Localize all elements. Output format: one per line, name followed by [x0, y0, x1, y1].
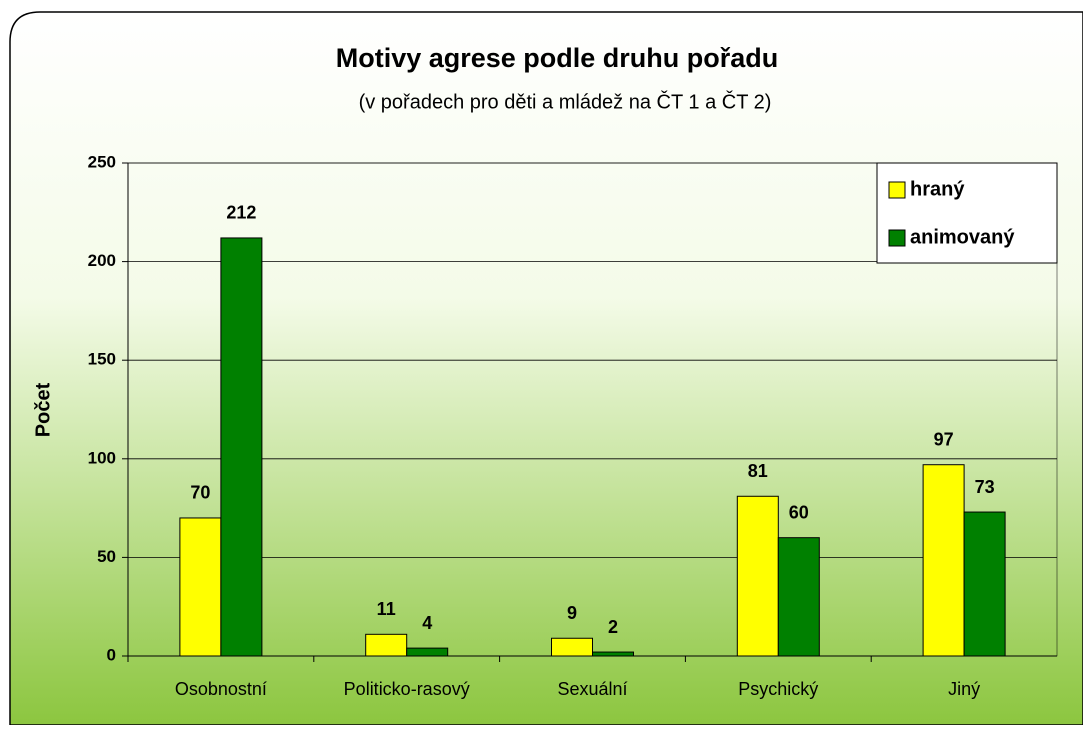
x-tick-label: Jiný	[948, 679, 980, 699]
data-label: 60	[789, 502, 809, 522]
chart-subtitle: (v pořadech pro děti a mládež na ČT 1 a …	[359, 90, 772, 113]
y-tick-label: 200	[88, 251, 116, 270]
y-tick-label: 50	[97, 547, 116, 566]
bar	[220, 237, 263, 657]
y-tick-label: 100	[88, 448, 116, 467]
bar	[551, 637, 593, 657]
chart-background	[9, 11, 1083, 726]
bar	[963, 511, 1006, 657]
bar	[592, 651, 634, 657]
legend-swatch	[888, 229, 906, 247]
data-label: 11	[377, 599, 396, 619]
bar	[736, 495, 779, 657]
y-tick-label: 150	[88, 350, 116, 369]
x-tick-label: Psychický	[738, 679, 818, 699]
x-tick-label: Osobnostní	[175, 679, 267, 699]
data-label: 9	[567, 603, 577, 623]
bar	[922, 464, 965, 657]
bar	[365, 633, 408, 657]
data-label: 4	[422, 613, 432, 633]
legend-label: hraný	[910, 178, 965, 200]
data-label: 212	[226, 203, 256, 223]
data-label: 70	[190, 483, 210, 503]
data-label: 81	[748, 461, 768, 481]
bar	[406, 647, 449, 657]
y-axis-label: Počet	[32, 382, 54, 437]
legend-swatch	[888, 181, 906, 199]
y-tick-label: 250	[88, 152, 116, 171]
x-tick-label: Politicko-rasový	[344, 679, 470, 699]
legend-label: animovaný	[910, 226, 1015, 248]
x-tick-label: Sexuální	[557, 679, 627, 699]
data-label: 97	[934, 429, 954, 449]
chart-title: Motivy agrese podle druhu pořadu	[336, 43, 779, 73]
legend	[876, 162, 1058, 264]
bar	[179, 517, 222, 657]
bar	[777, 537, 820, 657]
data-label: 2	[608, 617, 618, 637]
y-tick-label: 0	[107, 645, 116, 664]
data-label: 73	[975, 477, 995, 497]
